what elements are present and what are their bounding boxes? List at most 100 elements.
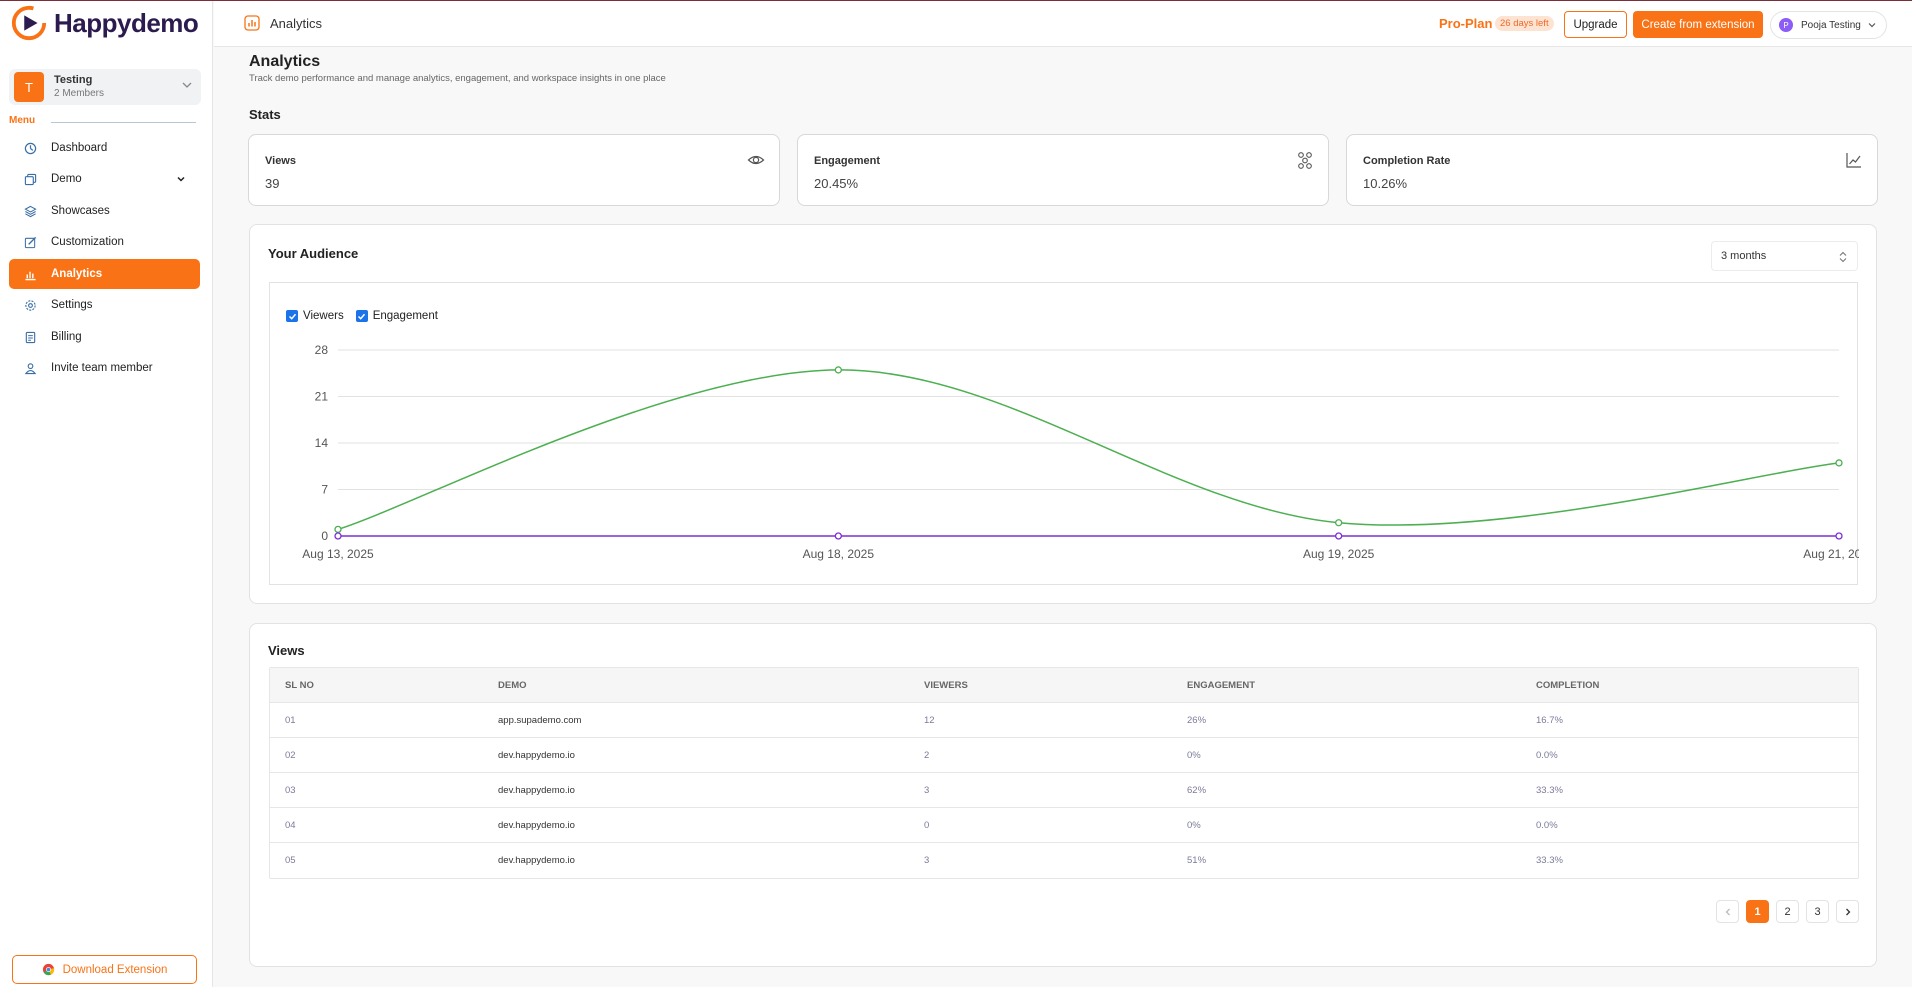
cell-demo: dev.happydemo.io	[498, 855, 575, 866]
topbar-title: Analytics	[244, 15, 322, 31]
data-point-viewers	[334, 525, 342, 534]
y-tick-label: 28	[315, 343, 329, 357]
cell-demo: dev.happydemo.io	[498, 750, 575, 761]
views-title: Views	[268, 643, 305, 658]
sidebar-item-invite-team-member[interactable]: Invite team member	[9, 353, 200, 383]
user-name: Pooja Testing	[1801, 19, 1861, 31]
logo-text: Happydemo	[54, 7, 199, 38]
sidebar-item-label: Customization	[51, 236, 124, 248]
table-row[interactable]: 05 dev.happydemo.io 3 51% 33.3%	[270, 843, 1858, 878]
data-point-viewers	[1335, 519, 1343, 527]
chevron-right-icon	[1845, 908, 1850, 915]
range-select[interactable]: 3 months	[1711, 241, 1858, 271]
logo-icon	[11, 5, 47, 41]
pagination-page-2[interactable]: 2	[1776, 900, 1799, 923]
cell-completion: 16.7%	[1536, 715, 1563, 726]
sidebar-item-label: Invite team member	[51, 362, 153, 374]
sidebar-item-billing[interactable]: Billing	[9, 322, 200, 352]
table-header: SL NO DEMO VIEWERS ENGAGEMENT COMPLETION	[270, 668, 1858, 703]
stat-card-engagement: Engagement 20.45%	[797, 134, 1329, 206]
cell-engagement: 0%	[1187, 750, 1201, 761]
cell-viewers: 3	[924, 785, 930, 796]
cell-viewers: 3	[924, 855, 930, 866]
sidebar-item-showcases[interactable]: Showcases	[9, 196, 200, 226]
checkbox-engagement[interactable]	[355, 310, 368, 322]
audience-card: Your Audience 3 months Viewers Engagemen…	[249, 224, 1877, 604]
team-switcher[interactable]: T Testing 2 Members	[9, 69, 201, 105]
sidebar-item-label: Showcases	[51, 205, 110, 217]
upgrade-button[interactable]: Upgrade	[1564, 11, 1627, 38]
stat-value: 39	[265, 176, 280, 191]
stat-label: Completion Rate	[1363, 155, 1451, 167]
column-header: ENGAGEMENT	[1187, 680, 1256, 691]
sidebar-item-dashboard[interactable]: Dashboard	[9, 133, 200, 163]
views-table: SL NO DEMO VIEWERS ENGAGEMENT COMPLETION…	[269, 667, 1859, 879]
series-line-viewers	[337, 369, 1840, 531]
user-menu[interactable]: P Pooja Testing	[1770, 11, 1887, 39]
data-point-engagement	[834, 532, 842, 540]
sidebar-item-settings[interactable]: Settings	[9, 290, 200, 320]
table-row[interactable]: 03 dev.happydemo.io 3 62% 33.3%	[270, 773, 1858, 808]
pagination-prev-button[interactable]	[1716, 900, 1739, 923]
download-extension-button[interactable]: Download Extension	[12, 955, 197, 984]
analytics-icon	[23, 267, 37, 281]
chart-legend: Viewers Engagement	[286, 310, 438, 322]
analytics-icon	[244, 15, 260, 31]
team-members: 2 Members	[54, 88, 105, 99]
pagination-page-1[interactable]: 1	[1746, 900, 1769, 923]
table-row[interactable]: 01 app.supademo.com 12 26% 16.7%	[270, 703, 1858, 738]
sidebar-item-analytics[interactable]: Analytics	[9, 259, 200, 289]
eye-icon	[747, 155, 765, 165]
pagination-page-3[interactable]: 3	[1806, 900, 1829, 923]
dashboard-icon	[23, 141, 37, 155]
cell-engagement: 51%	[1187, 855, 1207, 866]
sidebar-item-label: Billing	[51, 331, 82, 343]
stat-card-completion-rate: Completion Rate 10.26%	[1346, 134, 1878, 206]
data-point-engagement	[334, 532, 342, 540]
column-header: COMPLETION	[1536, 680, 1600, 691]
create-from-extension-button[interactable]: Create from extension	[1633, 11, 1763, 38]
menu-label: Menu	[9, 115, 36, 126]
x-tick-label: Aug 13, 2025	[302, 547, 374, 561]
sidebar-item-customization[interactable]: Customization	[9, 227, 200, 257]
y-tick-label: 0	[321, 529, 328, 543]
cell-engagement: 26%	[1187, 715, 1207, 726]
sidebar-item-demo[interactable]: Demo	[9, 164, 200, 194]
chevron-down-icon	[177, 176, 185, 182]
data-point-engagement	[1335, 532, 1343, 540]
days-left-badge: 26 days left	[1495, 16, 1554, 31]
chevron-down-icon	[182, 82, 192, 88]
engagement-icon	[1298, 152, 1312, 169]
y-tick-label: 14	[315, 436, 329, 450]
cell-completion: 33.3%	[1536, 855, 1563, 866]
menu-divider	[51, 122, 196, 123]
legend-label: Engagement	[372, 310, 438, 322]
check-icon	[288, 313, 296, 320]
legend-label: Viewers	[303, 310, 344, 322]
range-select-value: 3 months	[1721, 250, 1767, 262]
cell-sl-no: 02	[285, 750, 296, 761]
legend-item-viewers[interactable]: Viewers	[286, 310, 344, 322]
checkbox-viewers[interactable]	[286, 310, 298, 322]
page-subtitle: Track demo performance and manage analyt…	[249, 73, 666, 84]
plan-label: Pro-Plan	[1439, 16, 1493, 31]
column-header: SL NO	[285, 680, 314, 691]
pagination-next-button[interactable]	[1836, 900, 1859, 923]
legend-item-engagement[interactable]: Engagement	[355, 310, 438, 322]
cell-viewers: 0	[924, 820, 930, 831]
logo[interactable]: Happydemo	[10, 3, 199, 43]
chevron-down-icon	[1868, 23, 1876, 28]
sidebar-item-label: Settings	[51, 299, 93, 311]
sidebar-item-label: Dashboard	[51, 142, 108, 154]
stat-value: 10.26%	[1363, 176, 1408, 191]
x-tick-label: Aug 21, 2025	[1803, 547, 1859, 561]
customization-icon	[23, 235, 37, 249]
table-row[interactable]: 04 dev.happydemo.io 0 0% 0.0%	[270, 808, 1858, 843]
cell-completion: 0.0%	[1536, 750, 1558, 761]
table-row[interactable]: 02 dev.happydemo.io 2 0% 0.0%	[270, 738, 1858, 773]
sidebar-item-label: Analytics	[51, 268, 103, 280]
cell-demo: app.supademo.com	[498, 715, 582, 726]
cell-sl-no: 04	[285, 820, 296, 831]
line-chart-icon	[1846, 153, 1861, 168]
billing-icon	[23, 330, 37, 344]
